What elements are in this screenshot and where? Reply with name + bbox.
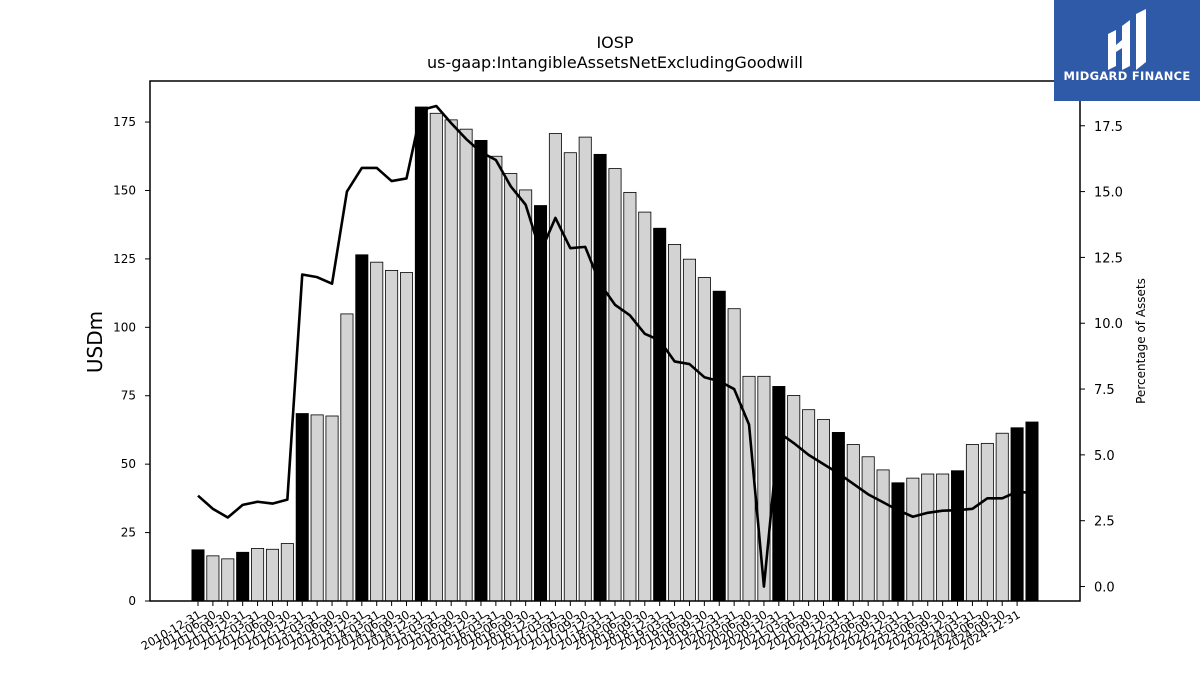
bar (385, 269, 399, 602)
logo: MIDGARD FINANCE (1054, 0, 1200, 101)
y-axis-label-left: USDm (83, 311, 107, 373)
y2-tick-label: 2.5 (1094, 515, 1115, 530)
x-axis: 2010-12-312011-06-302011-09-302011-12-31… (139, 601, 1023, 653)
y-tick-label: 50 (121, 457, 136, 471)
bar (563, 152, 577, 602)
bar (489, 155, 503, 602)
bars-layer (191, 106, 1039, 602)
bar (459, 128, 473, 602)
bar (206, 555, 220, 602)
bar (697, 277, 711, 602)
y-axis-left: 0 25 50 75 100 125 150 175 (113, 115, 150, 608)
chart-subtitle: us-gaap:IntangibleAssetsNetExcludingGood… (427, 53, 803, 72)
bar (980, 442, 994, 602)
bar (251, 548, 265, 602)
bar (444, 119, 458, 602)
bar (638, 211, 652, 602)
bar (787, 395, 801, 602)
y2-tick-label: 7.5 (1094, 383, 1115, 398)
bar (727, 308, 741, 602)
y2-tick-label: 17.5 (1094, 120, 1123, 135)
bar (712, 290, 726, 602)
bar (965, 444, 979, 602)
bar (802, 409, 816, 602)
bar (534, 205, 548, 602)
bar (519, 189, 533, 602)
bar (668, 243, 682, 602)
bar (861, 456, 875, 602)
bar (757, 375, 771, 602)
bar (370, 261, 384, 602)
y-tick-label: 125 (113, 252, 136, 266)
bar (816, 419, 831, 602)
bar (295, 413, 309, 602)
y2-tick-label: 15.0 (1094, 186, 1123, 201)
bar (191, 549, 205, 602)
bar (474, 139, 488, 602)
bar (280, 543, 294, 602)
bar (831, 432, 845, 602)
y-tick-label: 100 (113, 320, 136, 334)
bar (578, 136, 592, 602)
bar (1010, 427, 1024, 602)
bar (921, 473, 935, 602)
bar (846, 444, 860, 602)
bar (340, 313, 354, 602)
series-line (197, 104, 1034, 588)
y2-tick-label: 5.0 (1094, 449, 1115, 464)
bar (325, 415, 339, 602)
bar (891, 482, 905, 602)
y-tick-label: 25 (121, 526, 136, 540)
y-tick-label: 175 (113, 115, 136, 129)
bar (951, 470, 965, 602)
bar (504, 173, 518, 602)
bar (593, 153, 607, 602)
y2-tick-label: 0.0 (1094, 581, 1115, 596)
bar (608, 168, 622, 602)
y2-tick-label: 12.5 (1094, 251, 1123, 266)
line-layer (197, 104, 1034, 588)
y-axis-right: 0.0 2.5 5.0 7.5 10.0 12.5 15.0 17.5 (1080, 120, 1123, 596)
chart-title: IOSP (596, 33, 633, 52)
bar (772, 386, 786, 602)
y-axis-label-right: Percentage of Assets (1134, 278, 1148, 404)
bar (265, 548, 279, 602)
y-tick-label: 0 (128, 594, 136, 608)
bar (355, 254, 369, 602)
logo-wordmark: MIDGARD FINANCE (1063, 69, 1191, 83)
y2-tick-label: 10.0 (1094, 317, 1123, 332)
logo-mark-icon (1108, 9, 1146, 70)
bar (548, 133, 562, 602)
bar (742, 375, 756, 602)
bar (414, 106, 428, 602)
bar (653, 227, 667, 602)
bar (236, 551, 250, 602)
y-tick-label: 75 (121, 389, 136, 403)
bar (399, 272, 414, 602)
bar (936, 473, 950, 602)
y-tick-label: 150 (113, 183, 136, 197)
bar (876, 469, 890, 602)
bar (906, 477, 920, 602)
bar (1025, 421, 1039, 602)
bar (995, 432, 1009, 602)
bar (429, 112, 443, 602)
bar (682, 258, 696, 602)
bar (623, 191, 637, 602)
bar (310, 414, 324, 602)
bar (221, 558, 235, 602)
